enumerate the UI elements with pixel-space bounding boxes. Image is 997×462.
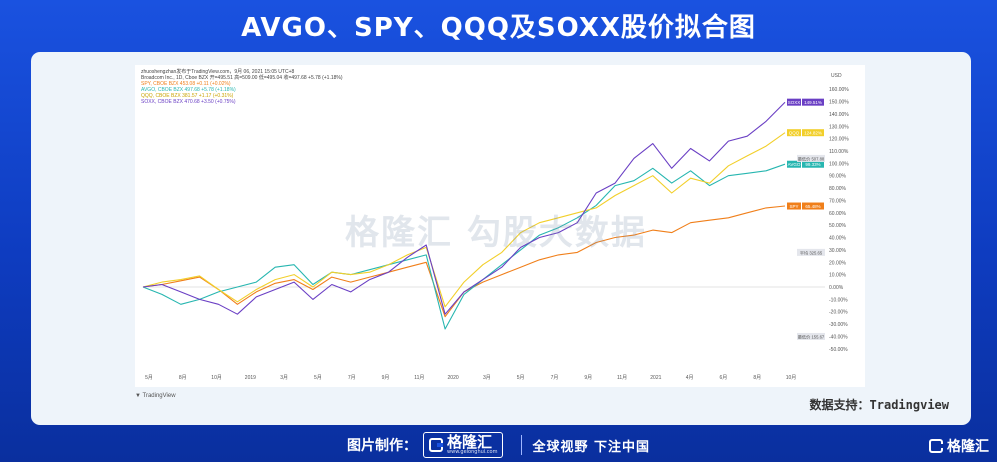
extra-tag-label: 平均 325.65 bbox=[800, 249, 823, 256]
series-tag-value-bg bbox=[802, 160, 824, 168]
extra-tag-bg bbox=[797, 332, 825, 340]
brand-icon bbox=[429, 438, 444, 452]
series-tag-name: QQQ bbox=[789, 131, 800, 136]
x-tick-label: 10月 bbox=[211, 375, 222, 381]
y-tick-label: 70.00% bbox=[829, 198, 847, 204]
corner-brand-name: 格隆汇 bbox=[947, 439, 989, 455]
x-tick-label: 3月 bbox=[280, 375, 288, 381]
x-tick-label: 7月 bbox=[348, 375, 356, 381]
series-tag-value-bg bbox=[802, 98, 824, 106]
y-tick-label: 100.00% bbox=[829, 161, 849, 167]
y-tick-label: -50.00% bbox=[829, 347, 848, 353]
series-tag-name: SPY bbox=[789, 204, 798, 209]
x-tick-label: 7月 bbox=[551, 375, 559, 381]
y-tick-label: -30.00% bbox=[829, 322, 848, 328]
series-tag-value: 149.51% bbox=[804, 100, 822, 105]
tradingview-icon: ▼ bbox=[135, 393, 141, 399]
y-tick-label: 130.00% bbox=[829, 124, 849, 130]
brand-url: www.gelonghui.com bbox=[447, 449, 498, 455]
y-tick-label: 20.00% bbox=[829, 260, 847, 266]
series-tag-name-bg bbox=[787, 98, 801, 106]
y-tick-label: 10.00% bbox=[829, 273, 847, 279]
series-tag-value: 99.33% bbox=[805, 162, 820, 167]
x-tick-label: 6月 bbox=[720, 375, 728, 381]
y-tick-label: 30.00% bbox=[829, 248, 847, 254]
extra-tag-label: 最低价 155.67 bbox=[798, 333, 825, 340]
series-tag-name-bg bbox=[787, 202, 801, 210]
footer: 图片制作： 格隆汇 www.gelonghui.com 全球视野 下注中国 bbox=[0, 428, 997, 462]
series-line-avgo bbox=[142, 163, 786, 330]
y-tick-label: 110.00% bbox=[829, 149, 849, 155]
series-tag-name: SOXX bbox=[788, 100, 801, 105]
x-tick-label: 10月 bbox=[786, 375, 797, 381]
corner-brand-icon bbox=[929, 439, 943, 453]
y-tick-label: 50.00% bbox=[829, 223, 847, 229]
series-tag-value: 124.82% bbox=[804, 131, 822, 136]
y-tick-label: 140.00% bbox=[829, 112, 849, 118]
corner-logo: 格隆汇 bbox=[929, 436, 989, 456]
series-line-soxx bbox=[142, 101, 786, 315]
y-tick-label: 40.00% bbox=[829, 236, 847, 242]
x-tick-label: 2019 bbox=[245, 375, 256, 381]
x-tick-label: 9月 bbox=[382, 375, 390, 381]
y-tick-label: -10.00% bbox=[829, 297, 848, 303]
y-tick-label: 80.00% bbox=[829, 186, 847, 192]
y-tick-label: 0.00% bbox=[829, 285, 844, 291]
header-line: AVGO, CBOE BZX 497.68 +5.78 (+1.18%) bbox=[141, 87, 236, 93]
series-tag-value-bg bbox=[802, 202, 824, 210]
y-tick-label: 90.00% bbox=[829, 174, 847, 180]
chart-card: 160.00% 150.00% 140.00% 130.00% 120.00% 110.0… bbox=[31, 52, 971, 425]
brand-name: 格隆汇 bbox=[447, 433, 493, 451]
extra-tag-bg bbox=[797, 154, 825, 162]
series-tag-value-bg bbox=[802, 129, 824, 137]
header-line: zhuoshengzhan发布于TradingView.com，9月 06, 2… bbox=[141, 69, 295, 75]
page-title: AVGO、SPY、QQQ及SOXX股价拟合图 bbox=[241, 12, 756, 43]
y-tick-label: 60.00% bbox=[829, 211, 847, 217]
y-tick-label: -20.00% bbox=[829, 310, 848, 316]
x-tick-label: 11月 bbox=[617, 375, 627, 381]
x-tick-label: 4月 bbox=[686, 375, 694, 381]
header-line: Broadcom Inc., 1D, Cboe BZX 开=495.51 高=5… bbox=[141, 75, 343, 81]
y-tick-label: 160.00% bbox=[829, 87, 849, 93]
x-tick-label: 5月 bbox=[145, 375, 153, 381]
x-tick-label: 5月 bbox=[517, 375, 525, 381]
x-tick-label: 2020 bbox=[448, 375, 459, 381]
extra-tag-bg bbox=[797, 248, 825, 256]
x-tick-label: 8月 bbox=[179, 375, 187, 381]
header-line: SPY, CBOE BZX 453.08 +0.11 (+0.02%) bbox=[141, 81, 231, 87]
extra-tag-label: 最低价 507.88 bbox=[798, 155, 825, 162]
x-tick-label: 2021 bbox=[650, 375, 661, 381]
series-line-qqq bbox=[142, 132, 786, 308]
chart-header: zhuoshengzhan发布于TradingView.com，9月 06, 2… bbox=[135, 65, 349, 109]
chart-area: 160.00% 150.00% 140.00% 130.00% 120.00% 110.0… bbox=[135, 65, 865, 387]
series-tag-name-bg bbox=[787, 160, 801, 168]
x-tick-label: 3月 bbox=[483, 375, 491, 381]
y-tick-label: 120.00% bbox=[829, 137, 849, 143]
x-tick-label: 5月 bbox=[314, 375, 322, 381]
y-tick-label: -40.00% bbox=[829, 334, 848, 340]
x-tick-label: 11月 bbox=[414, 375, 424, 381]
tradingview-logo: ▼ TradingView bbox=[135, 393, 176, 399]
header-line: QQQ, CBOE BZX 381.57 +1.17 (+0.31%) bbox=[141, 93, 234, 99]
slogan: 全球视野 下注中国 bbox=[532, 439, 650, 455]
series-tag-name-bg bbox=[787, 129, 801, 137]
currency-label: USD bbox=[831, 73, 842, 79]
footer-divider bbox=[521, 435, 523, 455]
tradingview-label: TradingView bbox=[142, 393, 176, 399]
y-tick-label: 150.00% bbox=[829, 100, 849, 106]
x-tick-label: 8月 bbox=[753, 375, 761, 381]
line-chart: 160.00% 150.00% 140.00% 130.00% 120.00% 110.0… bbox=[142, 73, 849, 381]
header-line: SOXX, CBOE BZX 470.68 +3.50 (+0.75%) bbox=[141, 99, 236, 105]
brand-logo: 格隆汇 www.gelonghui.com bbox=[423, 432, 504, 458]
series-tag-name: AVGO bbox=[788, 162, 801, 167]
x-tick-label: 9月 bbox=[584, 375, 592, 381]
data-source: 数据支持：Tradingview bbox=[809, 398, 949, 412]
made-by-label: 图片制作： bbox=[347, 438, 418, 454]
series-tag-value: 65.48% bbox=[805, 204, 820, 209]
